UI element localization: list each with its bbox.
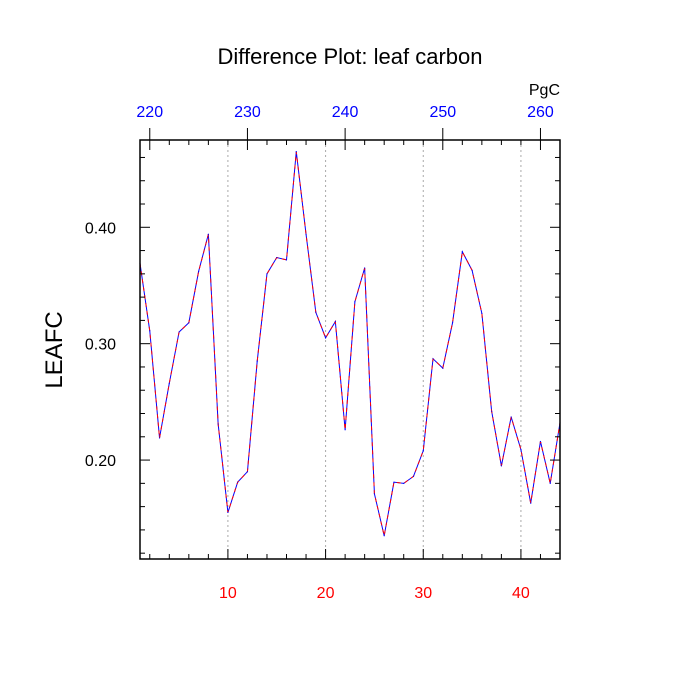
- y-axis-label: LEAFC: [41, 311, 68, 388]
- data-point: [207, 233, 209, 235]
- x-tick-label: 10: [219, 585, 237, 602]
- data-point: [315, 311, 317, 313]
- y-tick-label: 0.40: [85, 220, 116, 237]
- x-tick-label: 30: [414, 585, 432, 602]
- plot-frame: [139, 139, 561, 560]
- data-point: [237, 481, 239, 483]
- data-point: [188, 322, 190, 324]
- data-point: [364, 267, 366, 269]
- y-tick-label: 0.20: [85, 453, 116, 470]
- top-tick-label: 220: [136, 104, 163, 121]
- series-line-dashed: [139, 151, 561, 536]
- data-point: [285, 259, 288, 261]
- tick-layer: [140, 128, 561, 559]
- top-tick-label: 260: [527, 104, 554, 121]
- data-point: [422, 450, 424, 452]
- data-point: [442, 367, 444, 369]
- data-point: [149, 330, 151, 332]
- data-point: [412, 475, 415, 477]
- data-point: [383, 535, 385, 537]
- data-point: [481, 312, 483, 315]
- x-tick-label: 20: [317, 585, 335, 602]
- data-point: [451, 322, 454, 324]
- data-point: [354, 301, 356, 303]
- data-point: [373, 493, 376, 495]
- data-point: [295, 151, 297, 153]
- x-tick-label: 40: [512, 585, 530, 602]
- data-point: [168, 382, 170, 384]
- data-point: [403, 482, 405, 484]
- data-point: [520, 448, 522, 451]
- data-point: [198, 270, 200, 273]
- series-line: [139, 151, 561, 536]
- top-axis-unit: PgC: [529, 82, 560, 99]
- data-point: [530, 502, 532, 504]
- top-tick-label: 240: [332, 104, 359, 121]
- data-point: [549, 482, 551, 484]
- grid-layer: [227, 140, 522, 559]
- data-point: [227, 511, 229, 514]
- data-point: [471, 269, 473, 271]
- data-point: [276, 256, 278, 259]
- data-point: [539, 440, 542, 443]
- data-point: [432, 358, 434, 360]
- data-point: [256, 360, 258, 362]
- data-point: [393, 481, 395, 483]
- data-point: [158, 437, 161, 439]
- data-point: [510, 416, 512, 418]
- data-point: [344, 429, 346, 431]
- data-point: [217, 423, 219, 425]
- data-point: [500, 465, 502, 467]
- data-point: [461, 251, 463, 253]
- chart-title: Difference Plot: leaf carbon: [218, 44, 483, 69]
- label-layer: 10 20 30 40 220 230 240 250 260 0.20 0.30 0.40: [85, 104, 554, 602]
- data-point: [178, 331, 180, 333]
- series-layer: [139, 151, 561, 537]
- data-point: [491, 410, 493, 412]
- data-point: [246, 471, 249, 473]
- top-tick-label: 230: [234, 104, 261, 121]
- data-point: [266, 273, 268, 275]
- y-tick-label: 0.30: [85, 337, 116, 354]
- data-point: [334, 320, 336, 323]
- data-point: [305, 233, 307, 235]
- top-tick-label: 250: [429, 104, 456, 121]
- data-point: [324, 337, 327, 339]
